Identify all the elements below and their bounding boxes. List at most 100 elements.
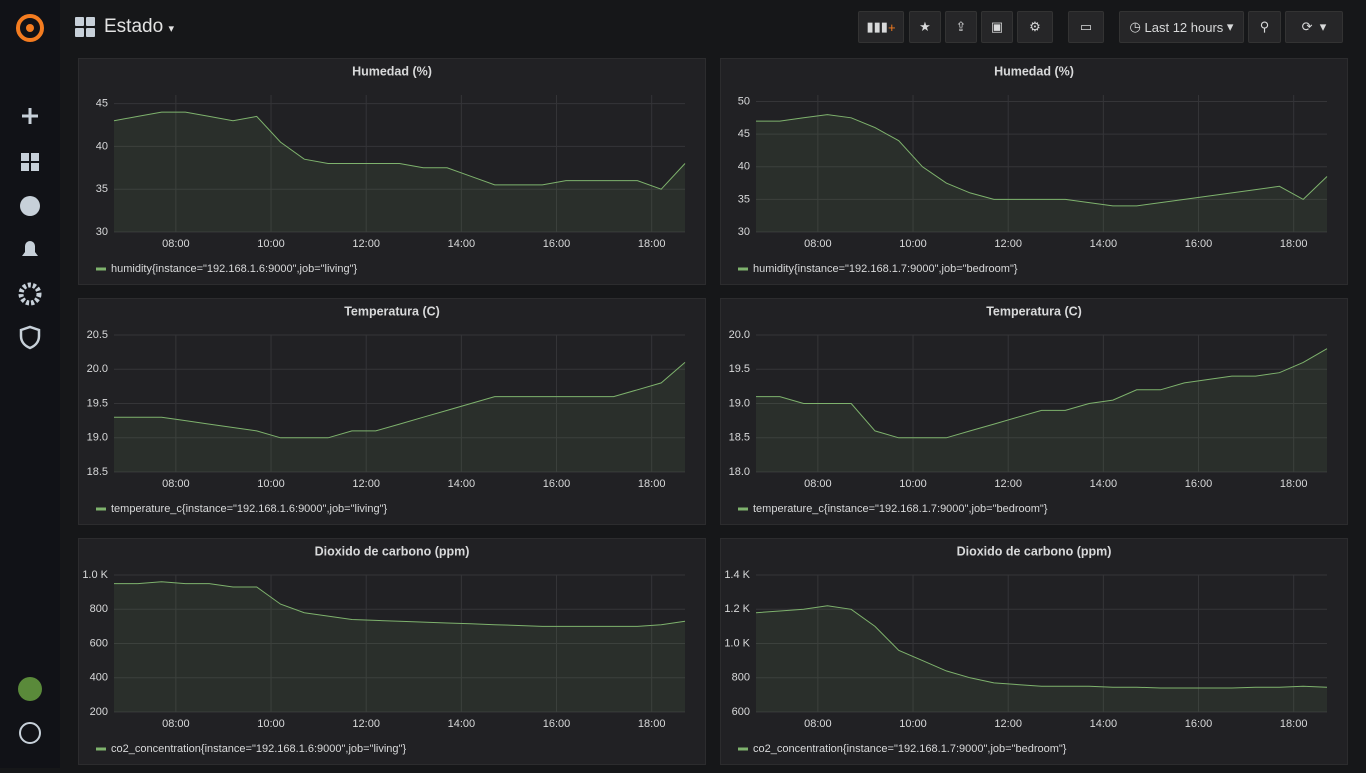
y-tick-label: 50: [738, 95, 750, 107]
line: [113, 111, 686, 190]
area: [114, 112, 685, 232]
y-tick-label: 30: [738, 226, 750, 238]
zoom-out-button[interactable]: ⚲: [1248, 11, 1281, 43]
area: [114, 362, 685, 472]
panel-background: [720, 58, 1348, 285]
sidebar-icons: [16, 14, 44, 744]
y-tick-label: 1.0 K: [82, 569, 108, 581]
help-icon[interactable]: [19, 722, 41, 744]
x-tick-label: 18:00: [1280, 238, 1308, 250]
x-tick-label: 08:00: [804, 718, 832, 730]
x-tick-label: 10:00: [899, 718, 927, 730]
legend-label: temperature_c{instance="192.168.1.6:9000…: [111, 503, 387, 515]
dashboard-icon: [75, 17, 95, 37]
x-tick-label: 16:00: [1185, 718, 1213, 730]
x-tick-label: 18:00: [638, 238, 666, 250]
avatar[interactable]: [18, 677, 42, 701]
y-tick-label: 1.0 K: [724, 637, 750, 649]
x-tick-label: 14:00: [1090, 718, 1118, 730]
refresh-button[interactable]: ⟳ ▾: [1285, 11, 1343, 43]
y-tick-label: 18.0: [729, 466, 750, 478]
panel-background: [720, 538, 1348, 765]
area: [756, 348, 1327, 472]
panel-title: Dioxido de carbono (ppm): [957, 544, 1112, 558]
x-tick-label: 08:00: [804, 478, 832, 490]
create-icon[interactable]: [22, 108, 38, 124]
x-tick-label: 18:00: [1280, 718, 1308, 730]
save-button[interactable]: ▣: [981, 11, 1013, 43]
time-picker[interactable]: ◷ Last 12 hours ▾: [1119, 11, 1244, 43]
area: [756, 605, 1327, 712]
panel-background: [78, 298, 706, 525]
logo[interactable]: [16, 14, 44, 42]
tv-mode-button[interactable]: ▭: [1068, 11, 1104, 43]
x-tick-label: 08:00: [162, 238, 190, 250]
y-tick-label: 1.2 K: [724, 603, 750, 615]
panel-title: Dioxido de carbono (ppm): [315, 544, 470, 558]
x-tick-label: 14:00: [448, 238, 476, 250]
x-tick-label: 08:00: [162, 478, 190, 490]
panel: Temperatura (C) 18.0 18.5 19.0 19.5 20.0 08:00…: [720, 298, 1348, 525]
y-tick-label: 200: [90, 706, 108, 718]
y-tick-label: 45: [96, 97, 108, 109]
y-tick-label: 35: [96, 183, 108, 195]
x-tick-label: 14:00: [1090, 478, 1118, 490]
y-tick-label: 19.5: [87, 397, 108, 409]
y-tick-label: 19.5: [729, 363, 750, 375]
x-tick-label: 14:00: [1090, 238, 1118, 250]
y-tick-label: 30: [96, 226, 108, 238]
y-tick-label: 1.4 K: [724, 569, 750, 581]
x-tick-label: 12:00: [994, 478, 1022, 490]
dashboard-title[interactable]: Estado ▾: [104, 16, 174, 37]
y-tick-label: 800: [90, 603, 108, 615]
panel-background: [720, 298, 1348, 525]
dashboards-icon[interactable]: [21, 153, 39, 171]
share-button[interactable]: ⇪: [945, 11, 977, 43]
y-tick-label: 40: [96, 140, 108, 152]
settings-button[interactable]: ⚙: [1017, 11, 1053, 43]
panel: Temperatura (C) 18.5 19.0 19.5 20.0 20.5 08:00…: [78, 298, 706, 525]
legend-label: co2_concentration{instance="192.168.1.7:…: [753, 743, 1067, 755]
time-range-text: Last 12 hours: [1144, 19, 1224, 35]
x-tick-label: 10:00: [899, 478, 927, 490]
explore-icon[interactable]: [20, 196, 40, 216]
x-tick-label: 12:00: [352, 718, 380, 730]
panel-title: Humedad (%): [994, 64, 1074, 78]
y-tick-label: 19.0: [87, 432, 108, 444]
x-tick-label: 10:00: [899, 238, 927, 250]
line: [755, 605, 1328, 689]
y-tick-label: 18.5: [87, 466, 108, 478]
y-tick-label: 600: [90, 637, 108, 649]
x-tick-label: 12:00: [352, 238, 380, 250]
y-tick-label: 20.5: [87, 329, 108, 341]
y-tick-label: 35: [738, 193, 750, 205]
x-tick-label: 18:00: [638, 478, 666, 490]
x-tick-label: 14:00: [448, 478, 476, 490]
x-tick-label: 16:00: [543, 478, 571, 490]
line: [114, 362, 686, 439]
y-tick-label: 600: [732, 706, 750, 718]
y-tick-label: 18.5: [729, 432, 750, 444]
y-tick-label: 45: [738, 128, 750, 140]
x-tick-label: 14:00: [448, 718, 476, 730]
x-tick-label: 08:00: [162, 718, 190, 730]
legend-label: temperature_c{instance="192.168.1.7:9000…: [753, 503, 1048, 515]
x-tick-label: 10:00: [257, 238, 285, 250]
star-button[interactable]: ★: [909, 11, 941, 43]
legend-label: humidity{instance="192.168.1.7:9000",job…: [753, 263, 1018, 275]
x-tick-label: 10:00: [257, 718, 285, 730]
add-panel-button[interactable]: ▮▮▮ +: [858, 11, 904, 43]
logo-core: [26, 24, 34, 32]
alert-icon[interactable]: [22, 241, 38, 256]
x-tick-label: 16:00: [1185, 478, 1213, 490]
panel-title: Humedad (%): [352, 64, 432, 78]
x-tick-label: 18:00: [1280, 478, 1308, 490]
x-tick-label: 16:00: [1185, 238, 1213, 250]
admin-icon[interactable]: [19, 325, 41, 350]
line: [114, 581, 686, 627]
line: [756, 114, 1328, 207]
x-tick-label: 08:00: [804, 238, 832, 250]
config-icon[interactable]: [18, 282, 42, 306]
dashboard-title-text: Estado: [104, 16, 164, 37]
panel-title: Temperatura (C): [344, 304, 440, 318]
